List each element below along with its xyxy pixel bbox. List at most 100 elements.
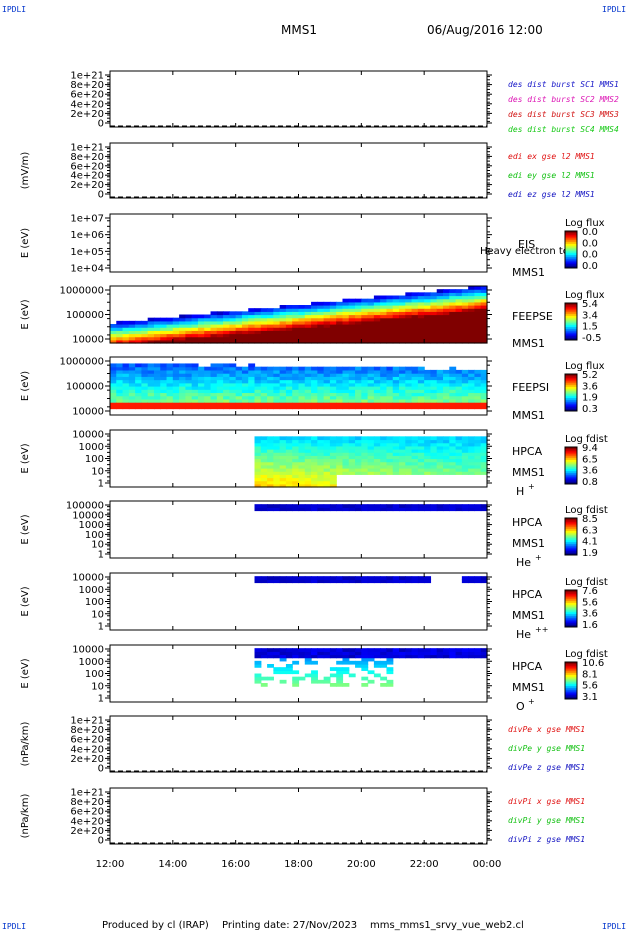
spectrogram-bin xyxy=(292,305,300,309)
spectrogram-bin xyxy=(474,464,482,469)
colorbar-segment xyxy=(565,377,577,381)
spectrogram-bin xyxy=(292,439,300,444)
spectrogram-bin xyxy=(248,402,256,406)
spectrogram-bin xyxy=(311,405,318,410)
spectrogram-bin xyxy=(480,301,488,306)
spectrogram-bin xyxy=(380,398,388,403)
spectrogram-bin xyxy=(304,654,312,659)
spectrogram-bin xyxy=(380,305,388,309)
spectrogram-bin xyxy=(210,392,218,397)
spectrogram-bin xyxy=(298,379,306,384)
spectrogram-bin xyxy=(311,452,318,456)
spectrogram-bin xyxy=(304,436,312,441)
y-axis-label: E (eV) xyxy=(20,586,31,616)
colorbar-segment xyxy=(565,385,577,388)
colorbar-segment xyxy=(565,689,577,693)
spectrogram-bin xyxy=(292,683,300,687)
spectrogram-bin xyxy=(273,339,281,344)
spectrogram-bin xyxy=(367,398,375,403)
colorbar-segment xyxy=(565,549,577,552)
spectrogram-bin xyxy=(229,386,237,390)
spectrogram-bin xyxy=(116,339,124,344)
colorbar-segment xyxy=(565,469,577,472)
spectrogram-bin xyxy=(336,452,344,456)
spectrogram-bin xyxy=(273,471,281,475)
spectrogram-bin xyxy=(210,395,218,400)
spectrogram-bin xyxy=(285,366,293,371)
spectrogram-bin xyxy=(241,402,249,406)
spectrogram-bin xyxy=(311,308,318,312)
spectrogram-bin xyxy=(304,449,312,453)
spectrogram-bin xyxy=(399,395,406,400)
spectrogram-bin xyxy=(304,651,312,656)
spectrogram-bin xyxy=(373,366,381,371)
spectrogram-bin xyxy=(342,683,350,687)
spectrogram-bin xyxy=(380,373,388,377)
spectrogram-bin xyxy=(166,376,174,381)
colorbar-segment xyxy=(565,264,577,267)
spectrogram-bin xyxy=(474,327,482,331)
spectrogram-bin xyxy=(273,311,281,316)
spectrogram-bin xyxy=(292,333,300,338)
colorbar-segment xyxy=(565,403,577,406)
spectrogram-bin xyxy=(480,336,488,341)
y-tick-label: 1000 xyxy=(79,657,104,668)
spectrogram-bin xyxy=(254,648,262,652)
spectrogram-bin xyxy=(367,333,375,338)
spectrogram-bin xyxy=(279,648,287,652)
spectrogram-bin xyxy=(380,445,388,450)
spectrogram-bin xyxy=(254,373,262,377)
spectrogram-bin xyxy=(430,464,438,469)
spectrogram-bin xyxy=(436,392,444,397)
spectrogram-bin xyxy=(468,389,476,394)
spectrogram-bin xyxy=(241,327,249,331)
spectrogram-bin xyxy=(355,311,362,316)
spectrogram-bin xyxy=(166,398,174,403)
spectrogram-bin xyxy=(110,336,117,341)
y-axis-label: E (eV) xyxy=(20,514,31,544)
spectrogram-bin xyxy=(298,461,306,466)
spectrogram-bin xyxy=(304,471,312,475)
colorbar-segment xyxy=(565,523,577,526)
spectrogram-bin xyxy=(185,330,193,335)
spectrogram-bin xyxy=(185,317,193,322)
spectrogram-bin xyxy=(298,449,306,453)
spectrogram-bin xyxy=(141,363,149,368)
spectrogram-bin xyxy=(443,292,450,297)
spectrogram-bin xyxy=(329,386,337,390)
spectrogram-bin xyxy=(147,320,155,325)
spectrogram-bin xyxy=(405,648,413,652)
species-label: O xyxy=(516,700,525,713)
spectrogram-bin xyxy=(380,436,388,441)
spectrogram-bin xyxy=(172,405,180,410)
spectrogram-bin xyxy=(323,389,331,394)
spectrogram-bin xyxy=(386,651,394,656)
spectrogram-bin xyxy=(128,395,136,400)
colorbar-segment xyxy=(565,452,577,455)
spectrogram-bin xyxy=(122,379,130,384)
corner-label-bottom-right: IPDLI xyxy=(602,922,627,931)
spectrogram-bin xyxy=(399,327,406,331)
spectrogram-bin xyxy=(361,464,369,469)
spectrogram-bin xyxy=(455,651,463,656)
spectrogram-bin xyxy=(417,292,425,297)
spectrogram-bin xyxy=(141,336,149,341)
spectrogram-bin xyxy=(304,464,312,469)
spectrogram-bin xyxy=(116,402,124,406)
spectrogram-bin xyxy=(474,507,482,512)
spectrogram-bin xyxy=(267,324,274,328)
spectrogram-bin xyxy=(348,660,356,665)
spectrogram-bin xyxy=(355,305,362,309)
spectrogram-bin xyxy=(373,382,381,387)
spectrogram-bin xyxy=(323,398,331,403)
spectrogram-bin xyxy=(267,327,274,331)
spectrogram-bin xyxy=(254,449,262,453)
spectrogram-bin xyxy=(197,402,205,406)
legend-entry: divPe y gse MMS1 xyxy=(508,744,585,753)
spectrogram-bin xyxy=(298,386,306,390)
spectrogram-bin xyxy=(380,376,388,381)
spectrogram-bin xyxy=(348,576,356,580)
spectrogram-bin xyxy=(424,327,432,331)
colorbar-segment xyxy=(565,518,577,521)
colorbar-segment xyxy=(565,266,577,269)
